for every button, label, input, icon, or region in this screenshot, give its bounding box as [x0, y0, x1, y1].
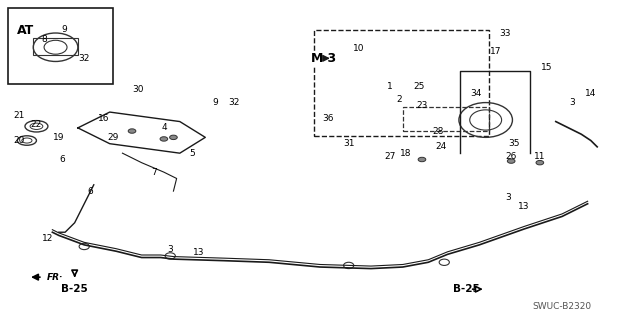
Text: 31: 31	[343, 139, 355, 148]
Text: 7: 7	[152, 168, 157, 177]
Bar	[403, 107, 489, 131]
Bar	[33, 38, 78, 55]
Text: 6: 6	[59, 155, 65, 164]
Text: 6: 6	[88, 187, 93, 196]
Text: FR·: FR·	[47, 273, 63, 282]
Text: 25: 25	[413, 82, 424, 91]
Text: AT: AT	[17, 24, 35, 36]
Text: 35: 35	[509, 139, 520, 148]
Text: 1: 1	[387, 82, 393, 91]
Text: 13: 13	[518, 203, 530, 211]
Text: 24: 24	[435, 142, 447, 151]
Text: 5: 5	[189, 149, 195, 158]
Text: 3: 3	[168, 245, 173, 254]
Text: 23: 23	[416, 101, 428, 110]
Text: 28: 28	[432, 127, 444, 136]
Text: 29: 29	[108, 133, 118, 142]
Ellipse shape	[170, 135, 177, 140]
Text: 21: 21	[13, 111, 25, 120]
Ellipse shape	[160, 137, 168, 141]
Ellipse shape	[536, 160, 543, 165]
Text: 32: 32	[228, 98, 239, 107]
Text: 22: 22	[31, 120, 42, 129]
Text: 17: 17	[490, 48, 501, 56]
Text: 11: 11	[534, 152, 545, 161]
Text: 2: 2	[397, 95, 403, 104]
Text: 34: 34	[470, 89, 482, 98]
Text: 19: 19	[53, 133, 65, 142]
Text: 32: 32	[79, 54, 90, 63]
Text: 12: 12	[42, 234, 54, 243]
Text: 36: 36	[322, 114, 333, 123]
Text: 16: 16	[97, 114, 109, 123]
Text: M-3: M-3	[310, 52, 337, 65]
Ellipse shape	[508, 159, 515, 163]
Text: 30: 30	[132, 85, 144, 94]
Ellipse shape	[128, 129, 136, 133]
Text: 20: 20	[13, 136, 25, 145]
Text: SWUC-B2320: SWUC-B2320	[532, 302, 592, 311]
Text: 14: 14	[585, 89, 596, 98]
Text: B-25: B-25	[61, 284, 88, 294]
Text: 3: 3	[569, 98, 575, 107]
Text: 8: 8	[42, 35, 47, 44]
Text: 4: 4	[161, 123, 166, 132]
Text: 3: 3	[505, 193, 511, 202]
Text: 9: 9	[61, 25, 67, 34]
Text: 33: 33	[499, 28, 511, 38]
Text: 13: 13	[193, 248, 205, 257]
Text: 15: 15	[540, 63, 552, 72]
Text: B-25: B-25	[453, 284, 480, 294]
Text: 10: 10	[353, 44, 364, 53]
Text: 26: 26	[506, 152, 517, 161]
Text: 9: 9	[212, 98, 218, 107]
Text: 27: 27	[385, 152, 396, 161]
Ellipse shape	[418, 157, 426, 162]
Text: 18: 18	[400, 149, 412, 158]
